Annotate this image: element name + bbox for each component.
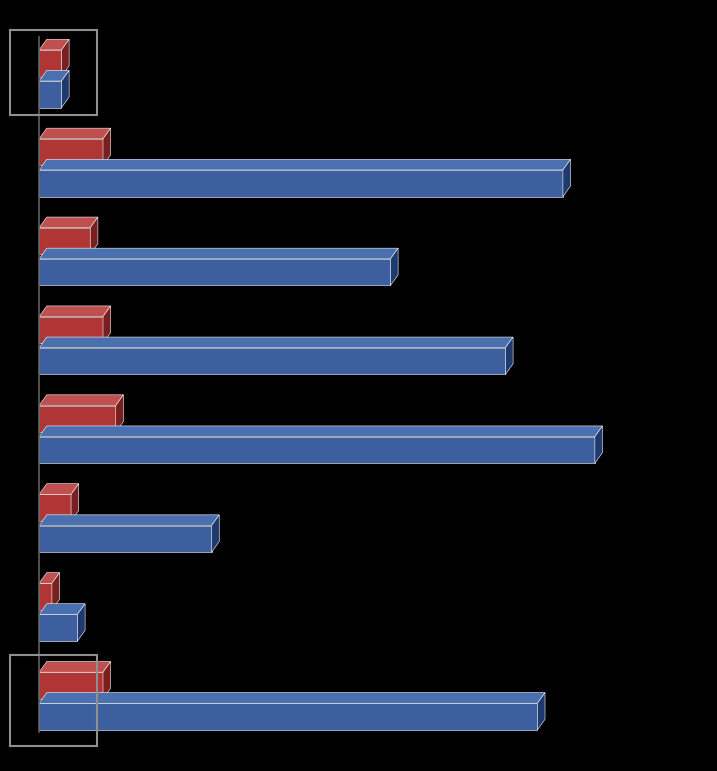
Polygon shape: [39, 604, 85, 614]
Bar: [39, 406, 115, 433]
Polygon shape: [505, 337, 513, 375]
Bar: [39, 348, 505, 375]
Bar: [39, 259, 391, 285]
Polygon shape: [39, 217, 98, 227]
Polygon shape: [39, 692, 545, 703]
Bar: [39, 436, 595, 463]
Bar: [10, 30, 97, 116]
Polygon shape: [212, 515, 219, 552]
Polygon shape: [52, 573, 60, 610]
Polygon shape: [39, 395, 123, 406]
Bar: [39, 317, 103, 343]
Polygon shape: [62, 70, 69, 108]
Polygon shape: [39, 426, 602, 436]
Polygon shape: [115, 395, 123, 433]
Polygon shape: [39, 70, 69, 81]
Polygon shape: [39, 160, 571, 170]
Polygon shape: [391, 248, 398, 285]
Polygon shape: [595, 426, 602, 463]
Bar: [39, 50, 62, 76]
Bar: [39, 526, 212, 552]
Polygon shape: [39, 306, 110, 317]
Polygon shape: [71, 483, 79, 521]
Polygon shape: [77, 604, 85, 641]
Polygon shape: [39, 128, 110, 139]
Polygon shape: [103, 306, 110, 343]
Bar: [39, 494, 71, 521]
Bar: [10, 655, 97, 746]
Bar: [39, 614, 77, 641]
Polygon shape: [537, 692, 545, 730]
Polygon shape: [39, 573, 60, 584]
Polygon shape: [62, 39, 69, 76]
Bar: [39, 703, 537, 730]
Bar: [39, 170, 563, 197]
Bar: [39, 139, 103, 166]
Bar: [39, 672, 103, 699]
Polygon shape: [39, 483, 79, 494]
Polygon shape: [39, 662, 110, 672]
Bar: [39, 227, 90, 254]
Polygon shape: [90, 217, 98, 254]
Polygon shape: [39, 515, 219, 526]
Polygon shape: [563, 160, 571, 197]
Polygon shape: [39, 248, 398, 259]
Polygon shape: [103, 128, 110, 166]
Polygon shape: [39, 39, 69, 50]
Polygon shape: [103, 662, 110, 699]
Polygon shape: [39, 337, 513, 348]
Bar: [39, 81, 62, 108]
Bar: [39, 584, 52, 610]
